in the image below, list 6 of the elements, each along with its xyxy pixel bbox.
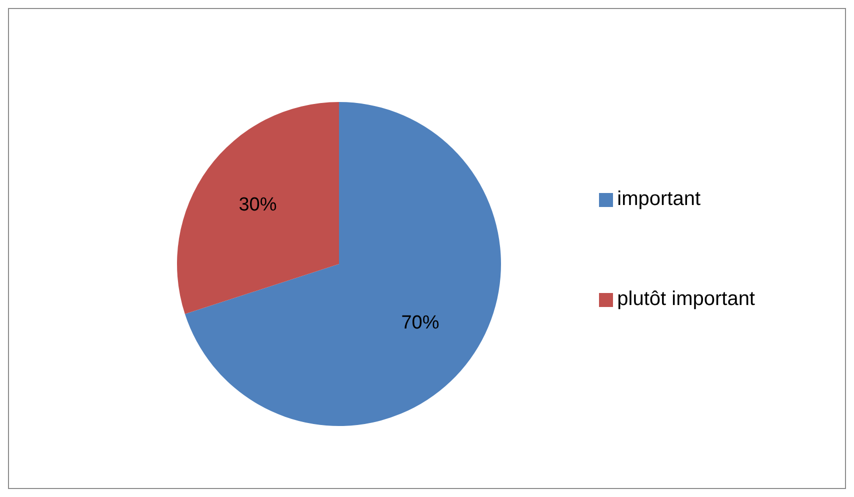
pie-slice [184,102,501,426]
data-label: 70% [401,312,440,334]
pie-slice [177,102,339,314]
data-label: 30% [238,194,277,216]
legend-label: plutôt important [617,288,755,310]
legend-label: important [617,188,701,210]
